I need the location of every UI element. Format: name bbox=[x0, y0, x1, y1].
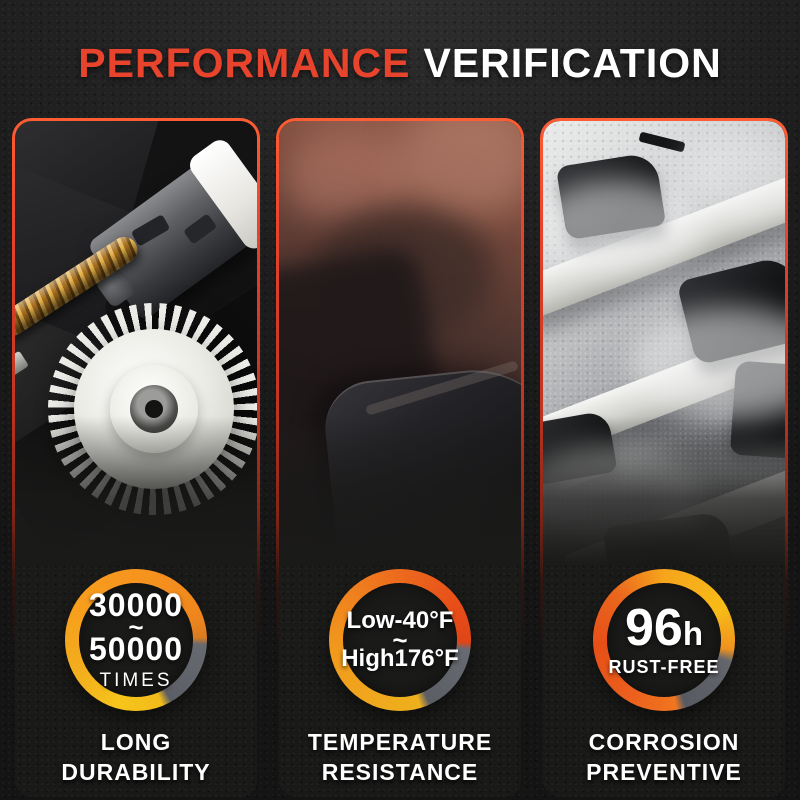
label-line: CORROSION bbox=[588, 729, 740, 755]
cycles-unit: TIMES bbox=[99, 669, 173, 691]
temp-low: Low-40°F bbox=[346, 607, 454, 634]
title-verification: VERIFICATION bbox=[423, 40, 722, 86]
worm-shaft-tip bbox=[15, 350, 29, 386]
temperature-badge: Low-40°F ~ High176°F bbox=[329, 569, 471, 711]
photo-fade bbox=[543, 416, 785, 566]
panel-corrosion-inner: 96 h RUST-FREE CORROSION PREVENTIVE bbox=[543, 121, 785, 797]
panel-corrosion-preventive: 96 h RUST-FREE CORROSION PREVENTIVE bbox=[540, 118, 788, 800]
gauge-ring bbox=[65, 569, 207, 711]
gauge-ring bbox=[593, 569, 735, 711]
corrosion-badge: 96 h RUST-FREE bbox=[593, 569, 735, 711]
motor-worm-gear-photo bbox=[15, 121, 257, 566]
rust-free-caption: RUST-FREE bbox=[608, 656, 720, 677]
temp-high: High176°F bbox=[341, 645, 459, 672]
photo-fade bbox=[279, 416, 521, 566]
smoke bbox=[543, 179, 701, 271]
corrosion-badge-text: 96 h RUST-FREE bbox=[607, 583, 721, 697]
durability-badge: 30000 ~ 50000 TIMES bbox=[65, 569, 207, 711]
panel-temperature-resistance: Low-40°F ~ High176°F TEMPERATURE RESISTA… bbox=[276, 118, 524, 800]
durability-badge-text: 30000 ~ 50000 TIMES bbox=[79, 583, 193, 697]
blurred-hot-part bbox=[397, 121, 521, 219]
panel-label-temperature: TEMPERATURE RESISTANCE bbox=[279, 727, 521, 787]
salt-spray-test-photo bbox=[543, 121, 785, 566]
gauge-ring bbox=[329, 569, 471, 711]
label-line: RESISTANCE bbox=[321, 759, 479, 785]
label-line: PREVENTIVE bbox=[586, 759, 742, 785]
temperature-badge-text: Low-40°F ~ High176°F bbox=[341, 583, 459, 697]
title-performance: PERFORMANCE bbox=[78, 40, 411, 86]
panel-row: 30000 ~ 50000 TIMES LONG DURABILITY bbox=[12, 118, 788, 800]
smoke bbox=[629, 307, 785, 419]
label-line: TEMPERATURE bbox=[307, 729, 493, 755]
cycles-max: 50000 bbox=[89, 630, 183, 667]
panel-long-durability: 30000 ~ 50000 TIMES LONG DURABILITY bbox=[12, 118, 260, 800]
hours-unit: h bbox=[682, 614, 703, 652]
photo-fade bbox=[15, 416, 257, 566]
panel-temperature-inner: Low-40°F ~ High176°F TEMPERATURE RESISTA… bbox=[279, 121, 521, 797]
label-line: LONG bbox=[100, 729, 172, 755]
panel-label-long-durability: LONG DURABILITY bbox=[15, 727, 257, 787]
heat-test-photo bbox=[279, 121, 521, 566]
panel-label-corrosion: CORROSION PREVENTIVE bbox=[543, 727, 785, 787]
panel-long-durability-inner: 30000 ~ 50000 TIMES LONG DURABILITY bbox=[15, 121, 257, 797]
label-line: DURABILITY bbox=[61, 759, 211, 785]
hours-value: 96 bbox=[624, 598, 683, 657]
cycles-min: 30000 bbox=[89, 586, 183, 623]
blurred-hot-part bbox=[285, 129, 409, 221]
hours-row: 96 h bbox=[624, 598, 703, 657]
page-title: PERFORMANCE VERIFICATION bbox=[0, 40, 800, 87]
